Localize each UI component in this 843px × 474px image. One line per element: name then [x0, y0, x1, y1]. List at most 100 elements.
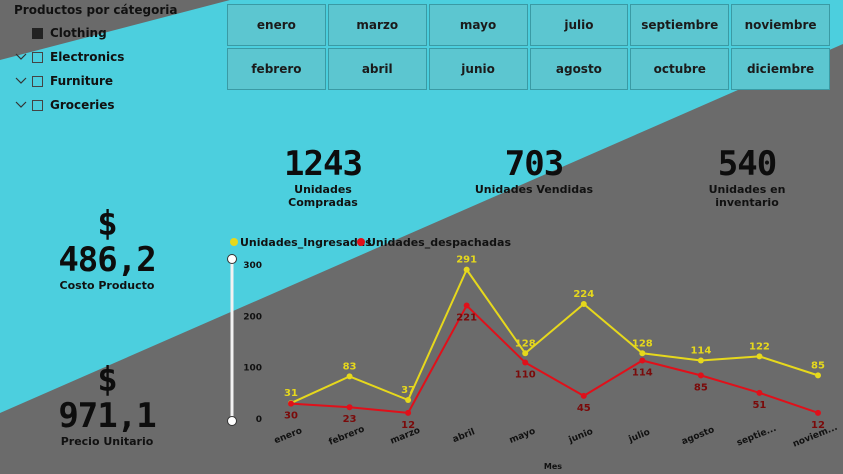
slicer-item-groceries[interactable]: Groceries — [14, 93, 214, 117]
kpi-value: 540 — [717, 144, 777, 184]
month-slicer: enero marzo mayo julio septiembre noviem… — [227, 4, 830, 90]
x-tick-label: septie... — [736, 424, 778, 449]
data-label: 114 — [690, 345, 711, 356]
x-tick-label: agosto — [680, 425, 716, 447]
checkbox-checked[interactable] — [32, 27, 43, 39]
data-point[interactable] — [639, 350, 646, 357]
data-labels: 31 83 37 291 128 224 128 114 122 85 30 23 12 221 110 45… — [284, 255, 825, 431]
chevron-down-icon[interactable] — [14, 98, 28, 112]
data-point[interactable] — [463, 266, 470, 273]
month-button-mayo[interactable]: mayo — [428, 4, 528, 46]
data-label: 122 — [749, 341, 770, 352]
data-point[interactable] — [522, 359, 529, 366]
month-button-junio[interactable]: junio — [428, 48, 528, 90]
month-button-diciembre[interactable]: diciembre — [731, 48, 830, 90]
checkbox[interactable] — [32, 75, 43, 87]
data-point[interactable] — [463, 302, 470, 309]
x-tick-label: mayo — [508, 426, 537, 445]
kpi-value: $ 486,2 — [58, 204, 156, 280]
data-point[interactable] — [639, 357, 646, 364]
data-label: 128 — [632, 338, 653, 349]
slicer-item-label: Furniture — [50, 74, 114, 88]
month-button-febrero[interactable]: febrero — [227, 48, 326, 90]
y-tick-label: 100 — [243, 364, 262, 374]
data-label: 45 — [577, 403, 591, 414]
data-label: 85 — [694, 382, 708, 393]
y-tick-label: 200 — [243, 312, 262, 322]
legend-label-ingresadas: Unidades_Ingresadas — [240, 236, 372, 249]
data-point[interactable] — [697, 357, 704, 364]
data-label: 114 — [632, 367, 653, 378]
kpi-precio-unitario: $ 971,1 Precio Unitario — [40, 362, 174, 448]
data-label: 31 — [284, 388, 298, 399]
month-button-agosto[interactable]: agosto — [529, 48, 629, 90]
x-axis-title: Mes — [544, 462, 562, 471]
legend-label-despachadas: Unidades_despachadas — [367, 236, 511, 249]
slider-handle-bottom[interactable] — [227, 416, 237, 426]
slicer-item-clothing[interactable]: Clothing — [14, 21, 214, 45]
x-tick-label: julio — [627, 427, 652, 445]
data-point[interactable] — [697, 372, 704, 379]
data-point[interactable] — [756, 353, 763, 360]
slider-handle-top[interactable] — [227, 254, 237, 264]
month-button-abril[interactable]: abril — [327, 48, 427, 90]
kpi-unidades-vendidas: 703 Unidades Vendidas — [472, 146, 596, 196]
slicer-title: Productos por cátegoria — [14, 3, 178, 17]
slicer-item-label: Groceries — [50, 98, 115, 112]
data-label: 23 — [343, 414, 357, 425]
data-point[interactable] — [346, 404, 353, 411]
y-tick-label: 0 — [256, 415, 262, 425]
data-label: 12 — [401, 420, 415, 431]
kpi-label: Unidades Compradas — [288, 183, 358, 209]
chart-series — [288, 266, 821, 416]
data-point[interactable] — [580, 392, 587, 399]
chevron-down-icon[interactable] — [14, 50, 28, 64]
checkbox[interactable] — [32, 99, 43, 111]
kpi-value: $ 971,1 — [58, 360, 156, 436]
slicer-item-electronics[interactable]: Electronics — [14, 45, 214, 69]
y-range-slider[interactable] — [227, 254, 237, 426]
data-point[interactable] — [405, 409, 412, 416]
chevron-down-icon[interactable] — [14, 74, 28, 88]
chart-legend: Unidades_Ingresadas Unidades_despachadas — [230, 236, 511, 249]
data-point[interactable] — [815, 409, 821, 416]
data-point[interactable] — [346, 373, 353, 380]
data-label: 224 — [573, 289, 594, 300]
data-point[interactable] — [815, 372, 821, 379]
slicer-item-label: Electronics — [50, 50, 125, 64]
data-point[interactable] — [522, 350, 529, 357]
data-point[interactable] — [580, 301, 587, 308]
slicer-item-furniture[interactable]: Furniture — [14, 69, 214, 93]
data-label: 110 — [515, 370, 536, 381]
month-button-marzo[interactable]: marzo — [327, 4, 427, 46]
month-button-julio[interactable]: julio — [529, 4, 629, 46]
legend-swatch-ingresadas — [230, 238, 238, 246]
data-label: 51 — [752, 400, 766, 411]
data-point[interactable] — [405, 397, 412, 404]
month-button-noviembre[interactable]: noviembre — [731, 4, 830, 46]
checkbox[interactable] — [32, 51, 43, 63]
month-button-octubre[interactable]: octubre — [630, 48, 730, 90]
kpi-unidades-inventario: 540 Unidades en inventario — [680, 146, 814, 209]
kpi-label: Unidades en inventario — [708, 183, 786, 209]
slicer-item-label: Clothing — [50, 26, 107, 40]
data-label: 128 — [515, 338, 536, 349]
y-axis: 0 100 200 300 — [243, 261, 262, 425]
data-label: 12 — [811, 420, 825, 431]
data-point[interactable] — [288, 400, 294, 407]
legend-swatch-despachadas — [357, 238, 365, 246]
data-label: 85 — [811, 360, 825, 371]
kpi-label: Costo Producto — [59, 279, 155, 292]
data-point[interactable] — [756, 389, 763, 396]
category-slicer: Productos por cátegoria Clothing Electro… — [14, 3, 214, 117]
y-tick-label: 300 — [243, 261, 262, 271]
x-tick-label: febrero — [327, 424, 366, 447]
month-button-enero[interactable]: enero — [227, 4, 326, 46]
series-line-ingresadas — [290, 268, 819, 404]
data-label: 37 — [401, 385, 415, 396]
x-tick-label: junio — [567, 427, 595, 446]
x-tick-label: abril — [451, 427, 476, 445]
kpi-value: 1243 — [284, 144, 363, 184]
month-button-septiembre[interactable]: septiembre — [630, 4, 730, 46]
